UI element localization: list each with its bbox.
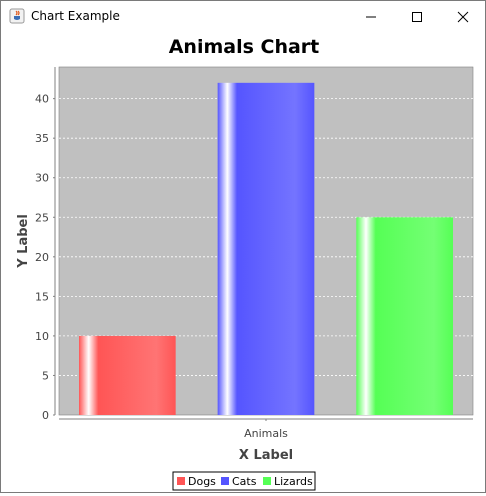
bars xyxy=(79,82,453,415)
legend: Dogs Cats Lizards xyxy=(172,471,316,491)
window-title: Chart Example xyxy=(31,9,120,23)
y-tick-label: 5 xyxy=(42,369,49,382)
y-axis-label: Y Label xyxy=(16,214,31,269)
y-tick-label: 10 xyxy=(35,330,49,343)
maximize-icon xyxy=(412,11,422,22)
legend-label-cats: Cats xyxy=(232,475,257,488)
x-axis-label: X Label xyxy=(239,448,293,463)
legend-swatch-cats xyxy=(221,477,229,485)
y-tick-label: 35 xyxy=(35,132,49,145)
legend-swatch-lizards xyxy=(263,477,271,485)
y-tick-label: 20 xyxy=(35,251,49,264)
x-axis: Animals xyxy=(59,418,473,440)
x-tick-label: Animals xyxy=(244,427,288,440)
chart-panel: Animals Chart 0 5 10 15 20 25 30 35 40 Animals Y… xyxy=(1,32,485,492)
y-tick-label: 15 xyxy=(35,290,49,303)
close-icon xyxy=(457,11,469,22)
legend-label-dogs: Dogs xyxy=(188,475,216,488)
bar-chart: Animals Chart 0 5 10 15 20 25 30 35 40 Animals Y… xyxy=(16,36,474,491)
close-button[interactable] xyxy=(440,1,486,32)
chart-title: Animals Chart xyxy=(169,36,320,58)
maximize-button[interactable] xyxy=(394,1,440,32)
legend-label-lizards: Lizards xyxy=(274,475,313,488)
title-bar[interactable]: Chart Example xyxy=(1,1,485,32)
y-axis: 0 5 10 15 20 25 30 35 40 xyxy=(35,67,56,422)
legend-frame xyxy=(172,471,316,491)
y-tick-label: 25 xyxy=(35,211,49,224)
minimize-button[interactable] xyxy=(348,1,394,32)
bar-cats xyxy=(217,82,315,415)
bar-lizards xyxy=(356,217,453,415)
y-tick-label: 40 xyxy=(35,93,49,106)
minimize-icon xyxy=(366,16,376,17)
bar-dogs xyxy=(79,335,176,415)
java-cup-icon xyxy=(9,8,25,24)
y-tick-label: 0 xyxy=(42,409,49,422)
y-tick-label: 30 xyxy=(35,172,49,185)
legend-swatch-dogs xyxy=(177,477,185,485)
